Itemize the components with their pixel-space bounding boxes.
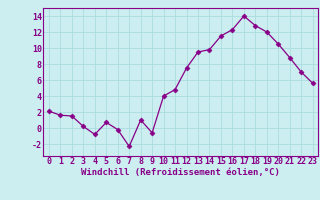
X-axis label: Windchill (Refroidissement éolien,°C): Windchill (Refroidissement éolien,°C) <box>81 168 280 177</box>
